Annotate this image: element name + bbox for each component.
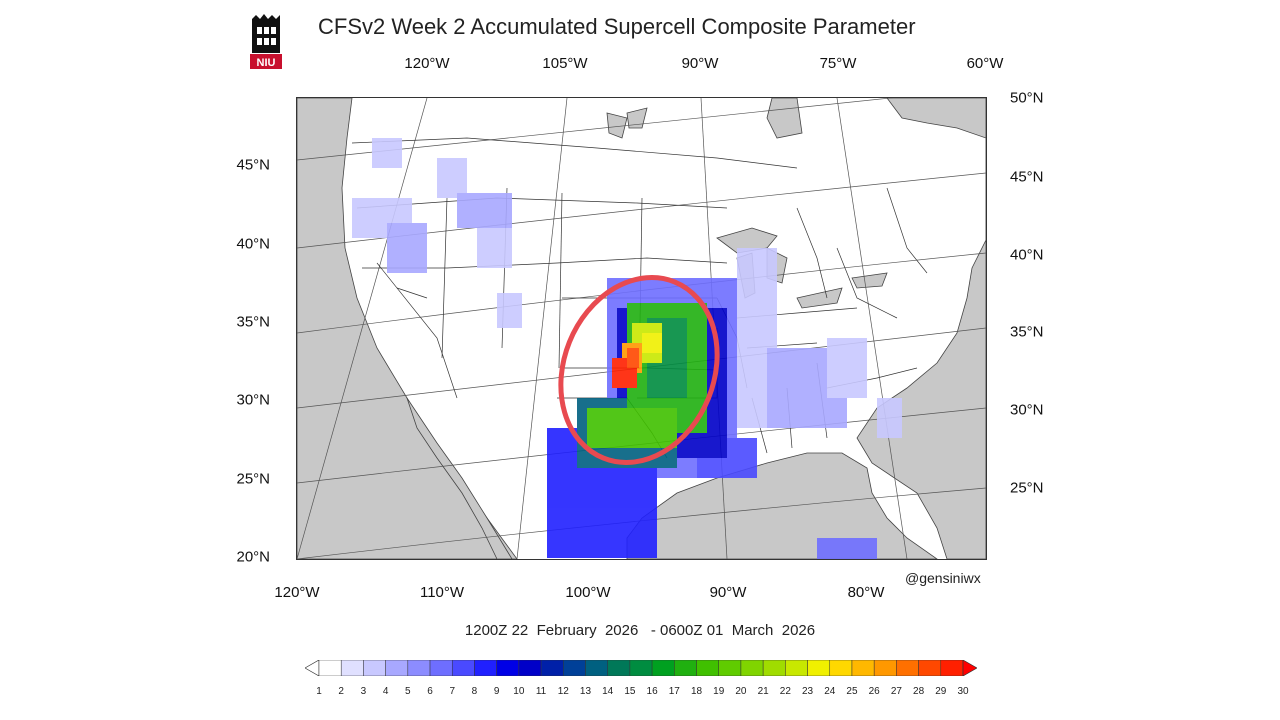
bottom-lon-label: 110°W [419, 584, 465, 601]
colorbar-tick-label: 10 [513, 686, 525, 697]
colorbar-tick-label: 29 [935, 686, 947, 697]
left-lat-label: 30°N [236, 391, 270, 409]
colorbar-tick-label: 14 [602, 686, 614, 697]
colorbar-tick-label: 13 [579, 686, 592, 697]
colorbar-swatch [518, 660, 542, 676]
left-lat-label: 20°N [236, 548, 270, 566]
left-lat-label: 40°N [236, 235, 270, 253]
colorbar-tick-label: 27 [890, 686, 902, 697]
colorbar-swatch [651, 660, 675, 676]
colorbar-swatch [762, 660, 786, 676]
colorbar-swatch [896, 660, 919, 676]
left-lat-label: 35°N [236, 313, 270, 331]
right-lat-label: 25°N [1010, 479, 1044, 497]
colorbar-swatch [540, 660, 564, 676]
colorbar-tick-label: 7 [449, 686, 456, 697]
colorbar-swatch [807, 660, 831, 676]
colorbar-swatch [851, 660, 875, 676]
colorbar-swatch [674, 660, 697, 676]
colorbar-swatches [305, 660, 977, 676]
colorbar-tick-label: 2 [338, 686, 344, 697]
colorbar-tick-label: 5 [405, 686, 411, 697]
colorbar-tick-label: 22 [779, 686, 791, 697]
colorbar-tick-label: 12 [557, 686, 569, 697]
colorbar-swatch [451, 660, 475, 676]
colorbar-tick-label: 6 [427, 686, 433, 697]
colorbar-right-arrow [962, 660, 977, 676]
colorbar-tick-label: 9 [493, 686, 500, 697]
colorbar-swatch [696, 660, 719, 676]
colorbar-tick-label: 1 [316, 686, 322, 697]
right-lat-label: 50°N [1010, 89, 1044, 107]
colorbar-tick-label: 23 [801, 686, 814, 697]
top-lon-label: 105°W [542, 55, 588, 72]
right-lat-label: 30°N [1010, 401, 1044, 419]
credit-text: @gensiniwx [905, 570, 981, 586]
bottom-lon-label: 90°W [709, 584, 747, 601]
colorbar-tick-label: 4 [382, 686, 389, 697]
top-lon-label: 60°W [966, 55, 1004, 72]
colorbar-swatch [429, 660, 453, 676]
colorbar-tick-label: 24 [824, 686, 836, 697]
colorbar-swatch [629, 660, 653, 676]
colorbar-swatch [740, 660, 764, 676]
right-lat-label: 35°N [1010, 323, 1044, 341]
colorbar-swatch [474, 660, 497, 676]
colorbar-swatch [363, 660, 386, 676]
colorbar-tick-label: 11 [535, 686, 547, 697]
map-title: CFSv2 Week 2 Accumulated Supercell Compo… [318, 14, 916, 39]
colorbar-tick-label: 17 [668, 686, 680, 697]
colorbar-swatch [940, 660, 964, 676]
colorbar-swatch [829, 660, 853, 676]
colorbar-tick-label: 3 [360, 686, 367, 697]
left-lat-label: 25°N [236, 470, 270, 488]
colorbar-swatch [340, 660, 364, 676]
colorbar-swatch [873, 660, 897, 676]
colorbar-tick-label: 25 [846, 686, 858, 697]
colorbar-left-arrow [305, 660, 320, 676]
colorbar-tick-label: 18 [690, 686, 703, 697]
colorbar-tick-label: 8 [471, 686, 478, 697]
map-svg [297, 98, 986, 559]
bottom-lon-label: 120°W [274, 584, 320, 601]
niu-logo: NIU [248, 13, 284, 70]
map-panel [296, 97, 987, 560]
colorbar-swatch [385, 660, 409, 676]
colorbar-swatch [607, 660, 631, 676]
colorbar-swatch [585, 660, 608, 676]
colorbar-swatch [407, 660, 431, 676]
left-lat-label: 45°N [236, 156, 270, 174]
colorbar-swatch [496, 660, 520, 676]
top-lon-label: 120°W [404, 55, 450, 72]
scp-shading [352, 138, 902, 559]
colorbar-swatch [785, 660, 808, 676]
colorbar-swatch [918, 660, 942, 676]
colorbar-tick-label: 21 [757, 686, 769, 697]
colorbar-tick-label: 19 [713, 686, 725, 697]
logo-text: NIU [257, 57, 276, 69]
top-lon-label: 75°W [819, 55, 857, 72]
colorbar-swatch [718, 660, 742, 676]
bottom-lon-label: 80°W [847, 584, 885, 601]
colorbar-tick-label: 26 [868, 686, 880, 697]
colorbar-tick-label: 20 [735, 686, 747, 697]
colorbar-tick-label: 28 [913, 686, 925, 697]
valid-time-range: 1200Z 22 February 2026 - 0600Z 01 March … [464, 622, 816, 639]
highlight-ellipse [558, 275, 720, 465]
colorbar-tick-label: 15 [624, 686, 636, 697]
colorbar-tick-label: 16 [646, 686, 658, 697]
right-lat-label: 45°N [1010, 168, 1044, 186]
colorbar-swatch [318, 660, 342, 676]
colorbar-tick-label: 30 [957, 686, 969, 697]
right-lat-label: 40°N [1010, 246, 1044, 264]
colorbar [305, 660, 977, 676]
bottom-lon-label: 100°W [565, 584, 611, 601]
colorbar-swatch [563, 660, 586, 676]
top-lon-label: 90°W [681, 55, 719, 72]
